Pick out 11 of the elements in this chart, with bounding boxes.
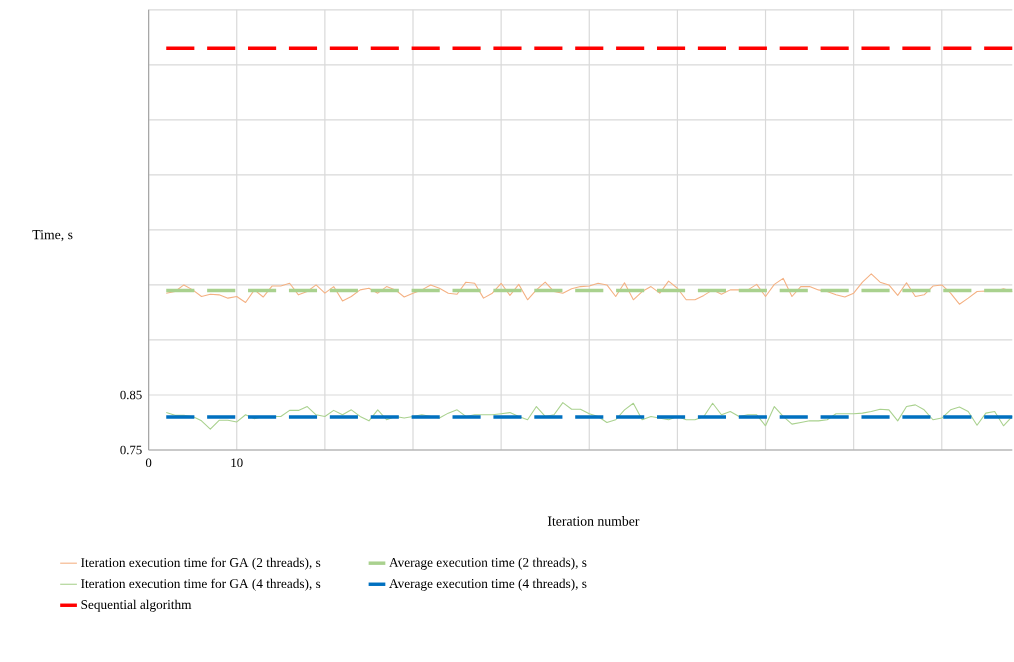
legend-label: Iteration execution time for GA (2 threads), s bbox=[81, 557, 321, 570]
legend-label: Average execution time (2 threads), s bbox=[389, 557, 587, 570]
legend-label: Iteration execution time for GA (4 threads), s bbox=[81, 578, 321, 591]
legend-label: Average execution time (4 threads), s bbox=[389, 578, 587, 591]
y-axis-title: Time, s bbox=[32, 229, 73, 242]
legend-label: Sequential algorithm bbox=[81, 599, 192, 612]
y-tick-label: 0.75 bbox=[120, 445, 142, 455]
x-tick-label: 10 bbox=[231, 458, 243, 467]
x-axis-title: Iteration number bbox=[547, 515, 640, 526]
x-tick-label: 0 bbox=[145, 458, 152, 467]
y-tick-label: 0.85 bbox=[120, 390, 142, 400]
